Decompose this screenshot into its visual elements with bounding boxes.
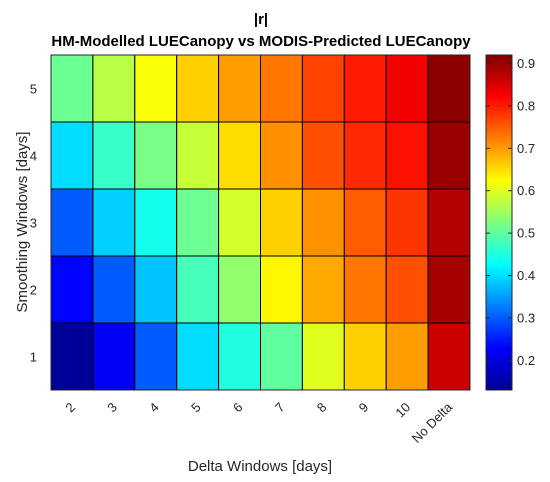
plot-frame [50,54,471,391]
heatmap-cell [260,322,303,391]
heatmap-cell [218,54,262,123]
colorbar-tick-label: 0.2 [517,353,535,368]
y-tick-label: 5 [30,82,37,97]
heatmap-cell [134,322,178,391]
x-tick-label: 2 [62,400,78,416]
x-tick-label: 7 [272,400,288,416]
heatmap-cell [134,255,178,324]
y-axis-label: Smoothing Windows [days] [14,132,31,313]
colorbar-tick-label: 0.9 [517,56,535,71]
heatmap-cell [92,121,136,190]
heatmap-cell [301,54,345,123]
heatmap-cell [134,54,178,123]
y-tick-label: 1 [30,350,37,365]
heatmap-cell [50,54,94,123]
heatmap-cell [92,188,136,257]
colorbar-tick-label: 0.7 [517,141,535,156]
heatmap-cell [385,188,429,257]
x-tick-label: 6 [230,400,246,416]
x-tick-label: 5 [188,400,204,416]
x-tick-label: 4 [146,400,162,416]
heatmap-cell [301,121,345,190]
heatmap-cell [301,188,345,257]
heatmap-cell [260,121,303,190]
heatmap-cell [176,188,220,257]
heatmap-cell [218,255,262,324]
y-tick-labels: 1 2 3 4 5 [30,82,37,365]
heatmap-cell [50,121,94,190]
colorbar-tick-labels: 0.2 0.3 0.4 0.5 0.6 0.7 0.8 0.9 [486,56,535,368]
heatmap-cell [301,255,345,324]
y-tick-label: 2 [30,283,37,298]
heatmap-cell [92,54,136,123]
x-tick-label: 10 [392,400,413,421]
heatmap-cell [218,121,262,190]
heatmap-cell [260,54,303,123]
heatmap-cell [427,322,471,391]
y-tick-label: 3 [30,216,37,231]
heatmap-cell [385,54,429,123]
x-tick-label: 9 [356,400,372,416]
y-tick-label: 4 [30,149,37,164]
heatmap-cell [260,188,303,257]
heatmap-cell [427,54,471,123]
heatmap-cell [385,255,429,324]
heatmap-cell [176,54,220,123]
heatmap-cell [343,322,387,391]
heatmap-cell [260,255,303,324]
colorbar-tick-label: 0.6 [517,183,535,198]
heatmap-cell [176,121,220,190]
x-tick-label: No Delta [409,399,456,446]
heatmap-cell [218,322,262,391]
heatmap-cell [427,121,471,190]
heatmap-cell [385,322,429,391]
heatmap-cell [92,322,136,391]
heatmap-cell [427,255,471,324]
heatmap-cells [50,54,471,391]
x-tick-label: 8 [314,400,330,416]
heatmap-cell [134,121,178,190]
x-axis-label: Delta Windows [days] [188,458,332,475]
heatmap-cell [134,188,178,257]
heatmap-cell [50,255,94,324]
heatmap-cell [176,322,220,391]
heatmap-cell [176,255,220,324]
heatmap-cell [218,188,262,257]
chart-subtitle: HM-Modelled LUECanopy vs MODIS-Predicted… [51,33,471,50]
heatmap-cell [301,322,345,391]
colorbar-tick-label: 0.5 [517,226,535,241]
heatmap-cell [92,255,136,324]
heatmap-cell [343,121,387,190]
heatmap-cell [50,188,94,257]
heatmap-cell [343,255,387,324]
colorbar [485,54,513,391]
heatmap-cell [427,188,471,257]
colorbar-tick-label: 0.4 [517,268,535,283]
chart-title: |r| [254,11,268,28]
x-tick-label: 3 [104,400,120,416]
colorbar-tick-label: 0.8 [517,98,535,113]
heatmap-cell [343,54,387,123]
colorbar-tick-label: 0.3 [517,310,535,325]
heatmap-cell [343,188,387,257]
heatmap-cell [50,322,94,391]
heatmap-cell [385,121,429,190]
